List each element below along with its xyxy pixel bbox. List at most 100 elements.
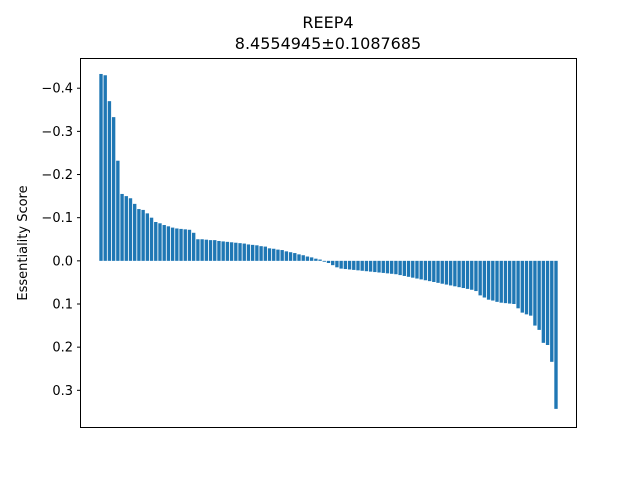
bar <box>246 244 251 261</box>
y-tick-label: −0.1 <box>41 211 73 226</box>
bar <box>461 260 465 289</box>
bar <box>200 239 204 261</box>
bar <box>398 260 402 276</box>
bar <box>187 229 192 261</box>
bar <box>238 243 242 261</box>
bar <box>149 217 154 261</box>
y-tick-label: 0.0 <box>52 254 73 269</box>
bar <box>402 260 407 276</box>
bar <box>107 101 112 261</box>
bar <box>550 260 554 362</box>
bar <box>331 260 335 266</box>
bar <box>385 260 390 274</box>
bar <box>343 260 348 270</box>
bar <box>520 260 524 313</box>
bar <box>529 260 533 316</box>
bar <box>533 260 537 326</box>
bar <box>335 260 339 268</box>
bar <box>352 260 356 270</box>
bar <box>415 260 419 279</box>
bar <box>545 260 550 345</box>
bar <box>111 117 116 261</box>
bar <box>432 260 436 282</box>
bar <box>145 213 150 261</box>
bar <box>470 260 474 290</box>
bar <box>444 260 449 285</box>
bar <box>436 260 440 283</box>
bar <box>133 203 137 261</box>
bar <box>503 260 508 304</box>
bar <box>208 240 213 261</box>
bar <box>495 260 499 302</box>
bar <box>541 260 546 343</box>
bar <box>347 260 352 270</box>
bar <box>128 198 133 261</box>
bar <box>229 242 234 261</box>
plot-frame <box>80 58 577 428</box>
bar <box>478 260 482 296</box>
bar <box>322 260 326 262</box>
bar <box>301 255 305 261</box>
bar <box>154 222 158 261</box>
y-axis-label: Essentiality Score <box>16 185 31 300</box>
bar <box>453 260 457 287</box>
bar <box>516 260 520 309</box>
bar <box>305 256 310 261</box>
bar <box>318 259 322 261</box>
bar <box>288 252 293 261</box>
bar <box>196 239 200 261</box>
bar <box>276 249 280 261</box>
bar <box>309 257 314 261</box>
bar <box>482 260 487 298</box>
bar <box>272 248 276 261</box>
bar <box>120 193 124 261</box>
bar <box>554 260 558 409</box>
bar <box>242 243 246 261</box>
bar <box>314 258 318 261</box>
bar <box>406 260 411 277</box>
bar <box>339 260 343 269</box>
bar <box>217 240 221 261</box>
bar <box>166 226 171 261</box>
bar <box>116 160 120 261</box>
bar <box>381 260 385 273</box>
bar <box>259 246 263 261</box>
bar <box>326 260 331 263</box>
bar <box>465 260 470 289</box>
bar <box>373 260 377 273</box>
bar <box>474 260 478 292</box>
y-tick-label: −0.4 <box>41 82 73 97</box>
bar <box>537 260 541 330</box>
bar <box>141 209 145 261</box>
bar <box>284 251 289 261</box>
chart-subtitle: 8.4554945±0.1087685 <box>235 34 421 53</box>
bar <box>234 242 238 261</box>
bar <box>204 239 209 261</box>
bar <box>158 223 162 261</box>
bar <box>137 209 141 261</box>
bar <box>364 260 369 272</box>
bar <box>183 229 187 261</box>
bar <box>192 232 196 261</box>
bar <box>440 260 444 284</box>
chart-title: REEP4 <box>302 13 353 32</box>
bar <box>360 260 364 271</box>
bar <box>423 260 428 281</box>
bar <box>297 254 301 261</box>
bar <box>394 260 398 275</box>
bar <box>267 248 272 261</box>
y-tick-label: 0.2 <box>52 341 73 356</box>
bar <box>524 260 529 315</box>
bar <box>457 260 461 288</box>
bar <box>390 260 394 274</box>
bar <box>250 244 255 261</box>
bar <box>356 260 360 271</box>
bar <box>99 73 103 261</box>
bar <box>368 260 373 272</box>
y-tick-label: 0.3 <box>52 384 73 399</box>
bar <box>512 260 516 304</box>
bar <box>448 260 453 286</box>
bar <box>419 260 423 280</box>
bar <box>411 260 415 278</box>
bar <box>499 260 503 303</box>
